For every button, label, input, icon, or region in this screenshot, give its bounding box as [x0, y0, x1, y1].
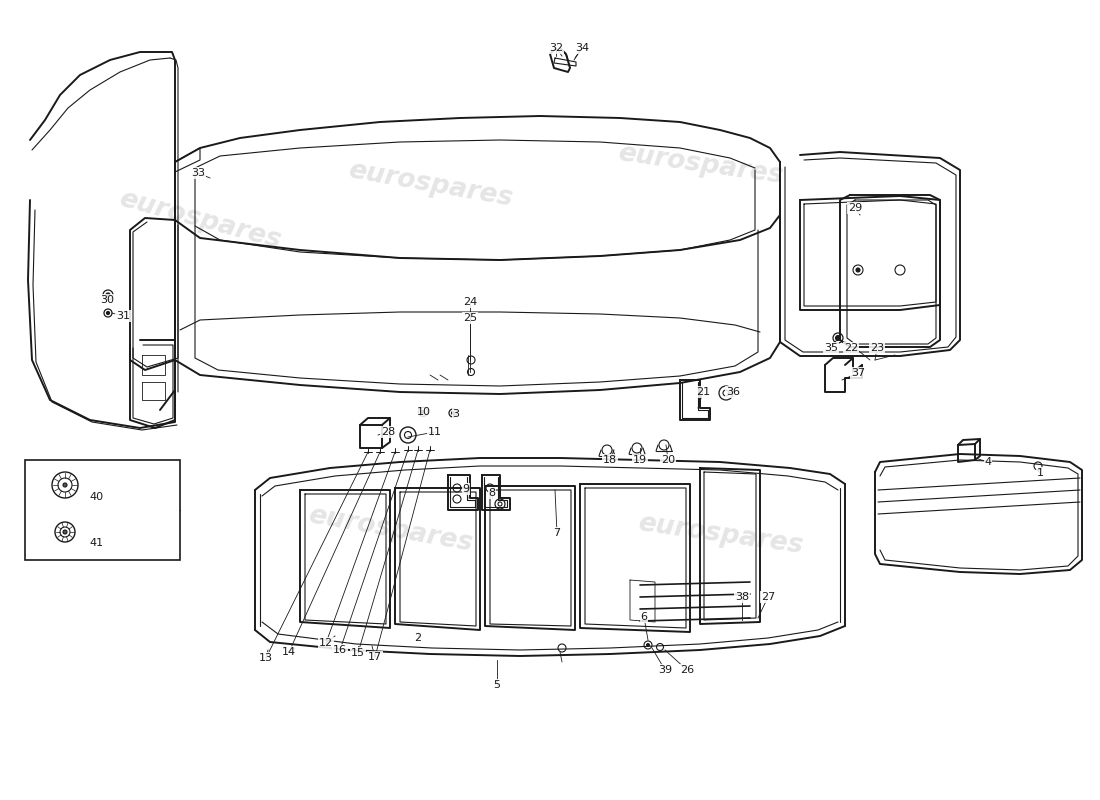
Text: 4: 4	[984, 457, 991, 467]
Text: eurospares: eurospares	[636, 510, 804, 559]
Text: 21: 21	[696, 387, 711, 397]
Text: eurospares: eurospares	[345, 158, 515, 212]
Text: 40: 40	[90, 492, 104, 502]
Text: 15: 15	[351, 648, 365, 658]
Text: 33: 33	[191, 168, 205, 178]
Text: 35: 35	[824, 343, 838, 353]
Text: 25: 25	[463, 313, 477, 323]
Text: 6: 6	[640, 612, 648, 622]
Text: 19: 19	[632, 455, 647, 465]
Circle shape	[647, 643, 649, 646]
Text: 10: 10	[417, 407, 431, 417]
Circle shape	[107, 311, 110, 314]
Text: 5: 5	[494, 680, 501, 690]
Text: 2: 2	[415, 633, 421, 643]
Circle shape	[451, 411, 454, 414]
Text: 29: 29	[848, 203, 862, 213]
Text: 39: 39	[658, 665, 672, 675]
Text: 26: 26	[680, 665, 694, 675]
Text: eurospares: eurospares	[616, 141, 784, 190]
Text: 37: 37	[851, 368, 865, 378]
Text: 3: 3	[452, 409, 460, 419]
Circle shape	[106, 293, 110, 297]
Text: 8: 8	[488, 488, 496, 498]
Text: eurospares: eurospares	[117, 186, 284, 254]
Text: 14: 14	[282, 647, 296, 657]
Text: 30: 30	[100, 295, 114, 305]
Bar	[25, 460, 180, 560]
Circle shape	[421, 410, 425, 414]
Text: 22: 22	[844, 343, 858, 353]
Circle shape	[856, 268, 860, 272]
Text: 27: 27	[761, 592, 776, 602]
Text: 20: 20	[661, 455, 675, 465]
Text: 24: 24	[463, 297, 477, 307]
Text: 13: 13	[258, 653, 273, 663]
Text: 11: 11	[428, 427, 442, 437]
Text: 28: 28	[381, 427, 395, 437]
Text: 9: 9	[462, 484, 470, 494]
Text: 16: 16	[333, 645, 346, 655]
Text: 34: 34	[575, 43, 590, 53]
Text: 12: 12	[319, 638, 333, 648]
Text: 31: 31	[116, 311, 130, 321]
Text: eurospares: eurospares	[306, 502, 474, 558]
Text: 1: 1	[1036, 468, 1044, 478]
Text: 17: 17	[367, 652, 382, 662]
Text: 18: 18	[603, 455, 617, 465]
Circle shape	[836, 335, 840, 341]
Text: 32: 32	[549, 43, 563, 53]
Text: 23: 23	[870, 343, 884, 353]
Circle shape	[63, 530, 67, 534]
Text: 7: 7	[553, 528, 561, 538]
Text: 41: 41	[90, 538, 104, 548]
Text: 36: 36	[726, 387, 740, 397]
Circle shape	[63, 483, 67, 487]
Text: 38: 38	[735, 592, 749, 602]
